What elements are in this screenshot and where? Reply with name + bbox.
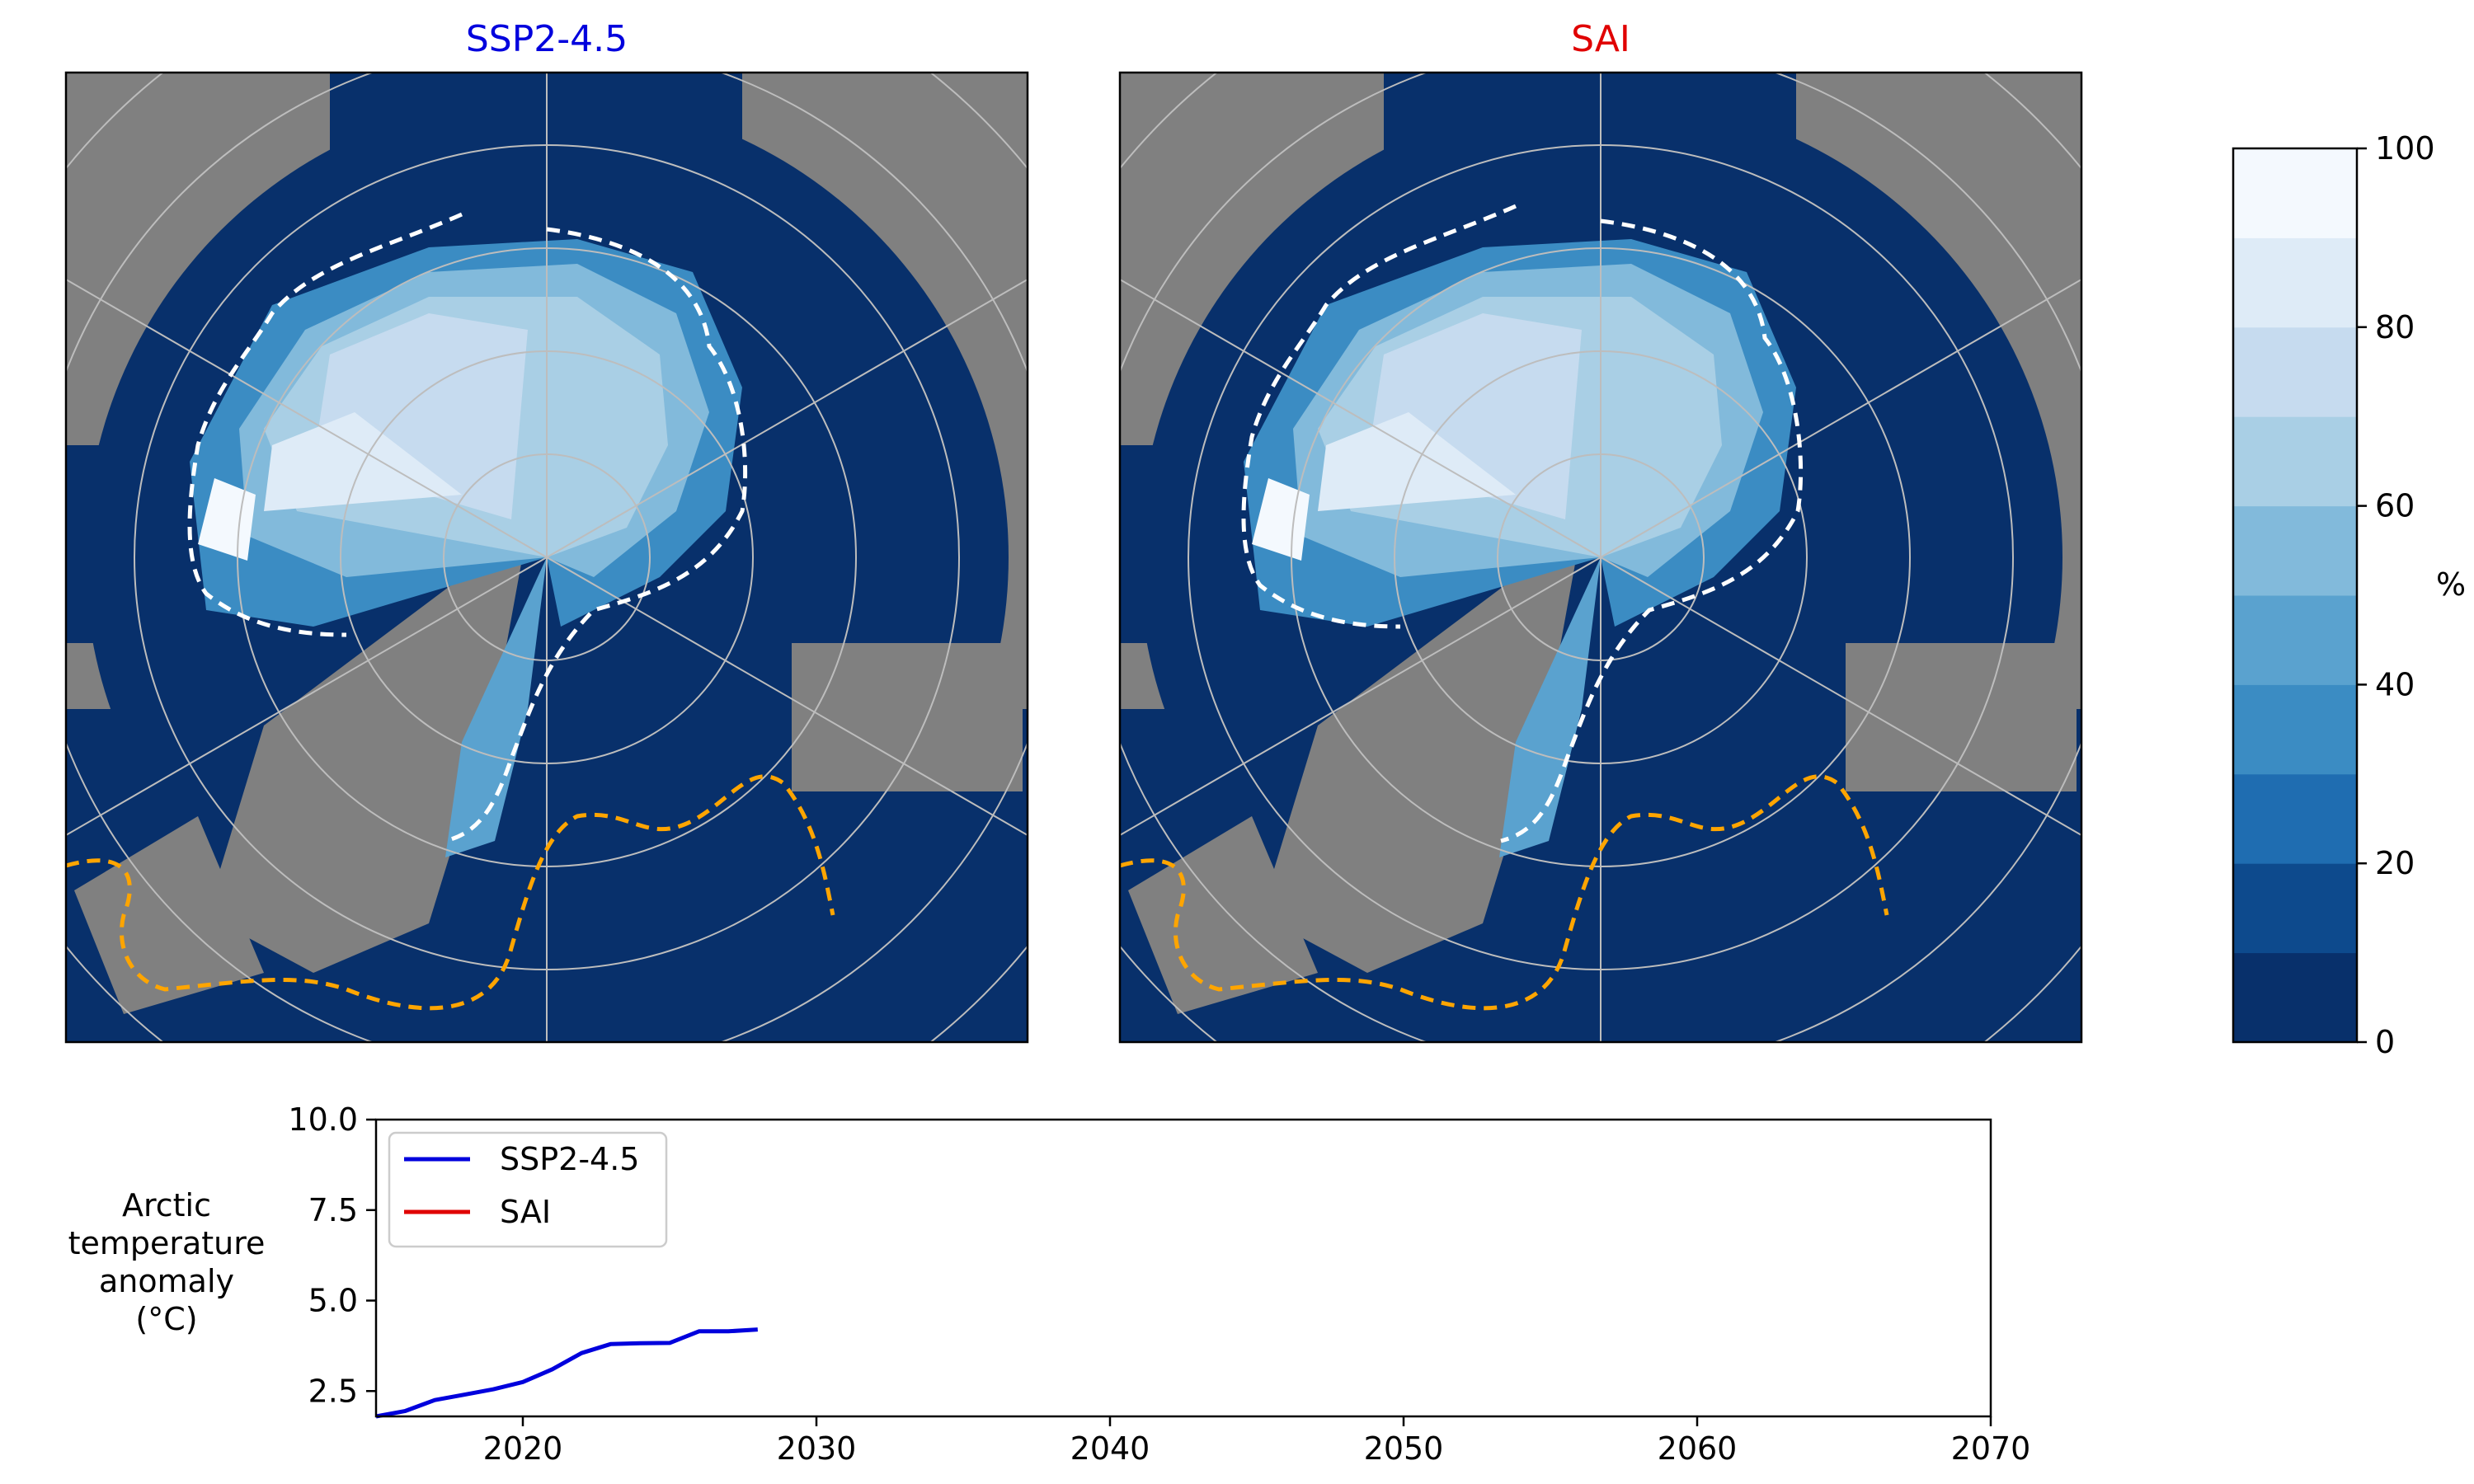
plot-frame (374, 1118, 1992, 1418)
colorbar-tick-label: 80 (2375, 309, 2415, 345)
colorbar-level (2233, 773, 2357, 864)
series-line-ssp (375, 1327, 758, 1419)
colorbar-level (2233, 595, 2357, 685)
y-tick-label: 2.5 (308, 1373, 358, 1409)
map-title-sai: SAI (1571, 18, 1630, 60)
sea-ice-concentration (190, 239, 742, 857)
x-tick-label: 2040 (1070, 1430, 1150, 1467)
colorbar: 0 20 40 60 80 100 % (2232, 130, 2466, 1060)
x-tick-label: 2060 (1658, 1430, 1738, 1467)
x-tick-label: 2050 (1364, 1430, 1444, 1467)
ylabel-line-1: Arctic (122, 1187, 211, 1223)
colorbar-tick-label: 60 (2375, 488, 2415, 524)
sea-ice-edge-contour (187, 212, 748, 843)
y-tick-label: 5.0 (308, 1283, 358, 1319)
colorbar-frame (2232, 147, 2359, 1044)
colorbar-level (2233, 952, 2357, 1043)
x-tick-label: 2030 (777, 1430, 857, 1467)
sea-ice-edge-contour (1241, 204, 1804, 843)
series-lines (375, 1327, 758, 1419)
map-frame-sai (1118, 71, 2083, 1044)
temperature-timeseries: Arctic temperature anomaly (°C) 2.5 5.0 7.… (68, 1101, 2031, 1467)
colorbar-tick-label: 40 (2375, 666, 2415, 702)
colorbar-ticks: 0 20 40 60 80 100 (2357, 130, 2435, 1060)
x-tick-label: 2070 (1951, 1430, 2031, 1467)
colorbar-level (2233, 237, 2357, 328)
colorbar-level (2233, 863, 2357, 954)
colorbar-levels (2233, 148, 2357, 1043)
sea-ice-concentration (1244, 239, 1796, 857)
ylabel-line-2: temperature (68, 1225, 266, 1261)
colorbar-tick-label: 0 (2375, 1024, 2395, 1060)
polar-grid (66, 73, 1028, 1042)
colorbar-level (2233, 505, 2357, 596)
map-frame-ssp (64, 71, 1029, 1044)
y-tick-label: 10.0 (288, 1101, 358, 1138)
colorbar-level (2233, 326, 2357, 417)
ylabel-line-4: (°C) (135, 1301, 197, 1337)
ylabel-line-3: anomaly (99, 1263, 234, 1299)
colorbar-tick-label: 20 (2375, 845, 2415, 881)
reference-contour (66, 774, 835, 1011)
x-axis-ticks: 2020 2030 2040 2050 2060 2070 (483, 1416, 2031, 1467)
x-tick-label: 2020 (483, 1430, 563, 1467)
sea-ice-map-ssp: SSP2-4.5 (64, 18, 1029, 1044)
colorbar-level (2233, 148, 2357, 238)
y-tick-label: 7.5 (308, 1192, 358, 1228)
reference-contour (1120, 774, 1889, 1011)
colorbar-tick-label: 100 (2375, 130, 2435, 167)
legend: SSP2-4.5 SAI (388, 1131, 668, 1248)
colorbar-level (2233, 684, 2357, 775)
colorbar-label: % (2436, 566, 2466, 603)
colorbar-level (2233, 416, 2357, 507)
legend-label-ssp: SSP2-4.5 (500, 1141, 639, 1177)
legend-label-sai: SAI (500, 1194, 551, 1230)
map-title-ssp: SSP2-4.5 (466, 18, 628, 60)
ylabel: Arctic temperature anomaly (°C) (68, 1187, 266, 1337)
sea-ice-map-sai: SAI (1118, 18, 2083, 1044)
y-axis-ticks: 2.5 5.0 7.5 10.0 (288, 1101, 376, 1409)
polar-grid (1120, 73, 2081, 1042)
